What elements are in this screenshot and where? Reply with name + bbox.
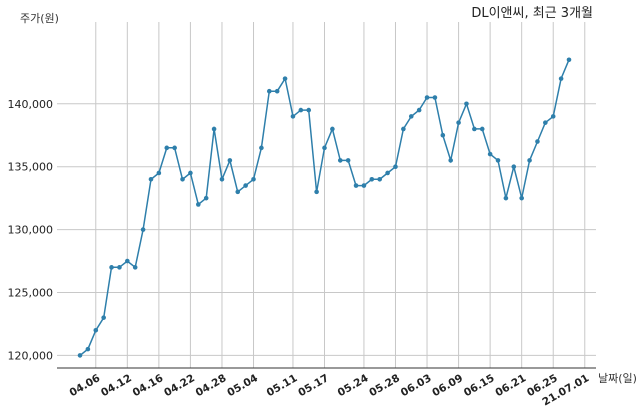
data-point bbox=[290, 114, 296, 119]
data-point bbox=[125, 258, 130, 264]
x-tick-label: 06.09 bbox=[430, 372, 465, 399]
data-point bbox=[314, 189, 319, 195]
data-point bbox=[487, 151, 493, 157]
data-point bbox=[219, 176, 225, 182]
x-tick-label: 04.12 bbox=[99, 372, 134, 399]
data-point bbox=[385, 170, 390, 176]
data-point bbox=[550, 114, 556, 119]
x-tick-label: 04.28 bbox=[194, 372, 229, 399]
data-point bbox=[495, 158, 501, 163]
data-point bbox=[330, 126, 335, 132]
y-tick-labels: 120,000 125,000 130,000 135,000 140,000 bbox=[8, 98, 54, 363]
data-point bbox=[432, 95, 438, 100]
data-point bbox=[235, 189, 241, 195]
data-point bbox=[393, 164, 398, 169]
data-point bbox=[558, 76, 564, 81]
data-point bbox=[164, 145, 170, 151]
data-point bbox=[353, 183, 359, 188]
data-point bbox=[511, 164, 517, 169]
data-point bbox=[132, 265, 138, 270]
data-point bbox=[101, 315, 106, 320]
data-point bbox=[156, 170, 162, 176]
data-point bbox=[527, 158, 532, 163]
x-tick-label: 04.06 bbox=[68, 372, 103, 399]
data-point bbox=[259, 145, 264, 151]
data-point bbox=[306, 107, 312, 113]
data-point bbox=[274, 88, 280, 94]
x-axis-label: 날짜(일) bbox=[598, 371, 637, 385]
y-tick-label: 130,000 bbox=[8, 224, 54, 237]
data-point bbox=[77, 353, 83, 358]
data-point bbox=[401, 126, 406, 132]
data-point bbox=[424, 95, 430, 100]
data-point bbox=[140, 227, 146, 232]
y-axis-label: 주가(원) bbox=[20, 12, 59, 25]
y-tick-label: 125,000 bbox=[8, 287, 54, 300]
x-tick-label: 04.16 bbox=[131, 372, 166, 399]
data-point bbox=[148, 176, 154, 182]
data-point bbox=[117, 265, 122, 270]
data-point bbox=[440, 132, 446, 138]
data-point bbox=[543, 120, 548, 125]
data-point bbox=[345, 158, 351, 163]
data-point bbox=[535, 139, 540, 144]
data-point bbox=[566, 57, 572, 63]
data-point bbox=[211, 126, 217, 132]
grid-lines bbox=[57, 22, 596, 368]
data-point bbox=[519, 195, 524, 201]
data-point bbox=[416, 107, 422, 113]
data-point bbox=[337, 158, 343, 163]
data-point bbox=[85, 346, 91, 352]
data-point bbox=[243, 183, 248, 188]
data-point bbox=[188, 170, 193, 176]
data-point bbox=[408, 114, 414, 119]
data-point bbox=[298, 107, 304, 113]
data-point bbox=[377, 176, 383, 182]
data-point bbox=[203, 195, 209, 201]
x-tick-label: 05.24 bbox=[336, 372, 371, 399]
x-tick-label: 05.11 bbox=[265, 372, 300, 399]
data-point bbox=[361, 183, 367, 188]
series-group bbox=[77, 57, 572, 358]
x-tick-label: 04.22 bbox=[162, 372, 197, 399]
x-tick-label: 05.28 bbox=[367, 372, 402, 399]
data-point bbox=[266, 88, 272, 94]
data-point bbox=[172, 145, 177, 151]
data-point bbox=[251, 176, 256, 182]
x-tick-label: 05.04 bbox=[225, 372, 260, 399]
x-tick-label: 06.15 bbox=[462, 372, 497, 399]
data-point bbox=[369, 176, 375, 182]
data-point bbox=[196, 202, 201, 207]
data-point bbox=[448, 158, 453, 163]
x-tick-label: 06.21 bbox=[493, 372, 528, 399]
data-point bbox=[227, 158, 233, 163]
y-tick-label: 135,000 bbox=[8, 161, 54, 174]
data-point bbox=[503, 195, 509, 201]
data-point bbox=[109, 265, 114, 270]
data-point bbox=[180, 176, 185, 182]
y-tick-label: 140,000 bbox=[8, 98, 54, 111]
data-point bbox=[472, 126, 477, 132]
data-point bbox=[456, 120, 461, 125]
data-point bbox=[93, 327, 99, 333]
x-tick-label: 06.03 bbox=[399, 372, 434, 399]
data-point bbox=[322, 145, 327, 151]
chart-title: DL이앤씨, 최근 3개월 bbox=[471, 6, 593, 21]
data-point bbox=[282, 76, 288, 81]
y-tick-label: 120,000 bbox=[8, 349, 54, 362]
data-point bbox=[464, 101, 469, 107]
data-point bbox=[479, 126, 485, 132]
x-tick-label: 05.17 bbox=[296, 372, 331, 399]
